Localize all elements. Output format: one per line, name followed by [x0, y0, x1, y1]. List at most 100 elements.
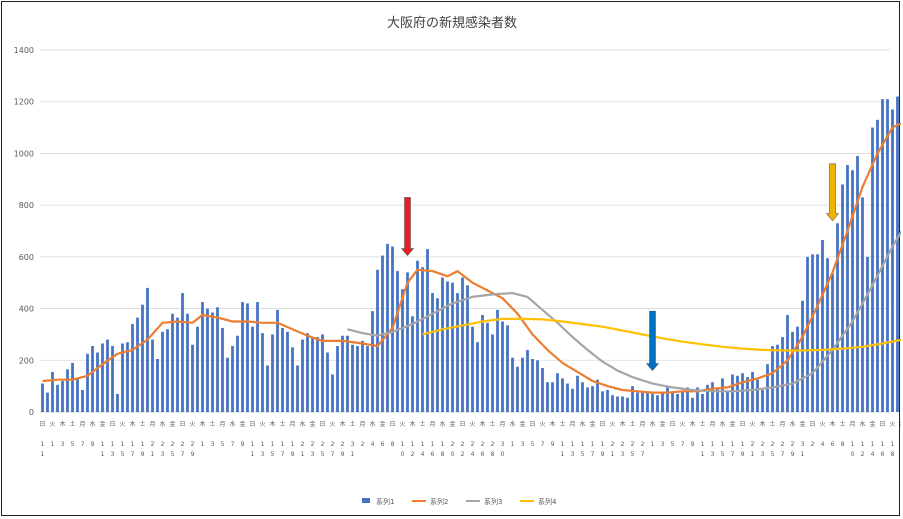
- bar: [651, 393, 654, 412]
- x-tick-weekday: 土: [559, 420, 565, 428]
- x-tick-day: 2: [861, 451, 865, 458]
- x-tick-day: 3: [621, 451, 625, 458]
- x-tick-day: 2: [191, 441, 195, 448]
- x-tick-day: 1: [701, 451, 705, 458]
- x-tick-day: 9: [341, 451, 345, 458]
- x-tick-day: 7: [591, 451, 595, 458]
- x-tick-weekday: 火: [329, 421, 335, 428]
- bar: [891, 109, 894, 412]
- bar: [211, 312, 214, 412]
- x-tick-day: 8: [841, 441, 845, 448]
- bar: [721, 378, 724, 412]
- bar: [296, 365, 299, 412]
- bar: [276, 309, 279, 412]
- x-tick-day: 7: [331, 451, 335, 458]
- x-tick-day: 1: [251, 451, 255, 458]
- x-tick-day: 5: [71, 441, 75, 448]
- x-tick-day: 2: [791, 441, 795, 448]
- x-tick-day: 2: [311, 441, 315, 448]
- x-tick-weekday: 木: [269, 420, 275, 428]
- bar: [291, 347, 294, 412]
- bar: [81, 390, 84, 412]
- x-tick-weekday: 月: [359, 421, 365, 428]
- x-tick-weekday: 金: [169, 420, 175, 428]
- series-4-line: [422, 317, 901, 352]
- x-tick-weekday: 土: [139, 420, 145, 428]
- x-tick-day: 7: [131, 451, 135, 458]
- bar: [586, 387, 589, 412]
- x-tick-day: 5: [121, 451, 125, 458]
- x-tick-day: 9: [691, 441, 695, 448]
- x-tick-weekday: 土: [279, 420, 285, 428]
- bar: [241, 302, 244, 412]
- bar: [646, 392, 649, 412]
- x-tick-weekday: 木: [549, 420, 555, 428]
- x-tick-weekday: 土: [629, 420, 635, 428]
- x-tick-day: 1: [261, 441, 265, 448]
- x-tick-day: 2: [411, 451, 415, 458]
- x-tick-day: 1: [141, 441, 145, 448]
- x-tick-day: 1: [801, 451, 805, 458]
- series-2-line: [42, 121, 901, 394]
- bar: [326, 352, 329, 412]
- bar: [781, 337, 784, 412]
- x-tick-day: 1: [591, 441, 595, 448]
- y-tick-label: 1400: [14, 46, 34, 55]
- x-tick-day: 2: [621, 441, 625, 448]
- bar: [741, 373, 744, 412]
- x-tick-day: 1: [611, 451, 615, 458]
- bar: [76, 378, 79, 412]
- bar: [496, 309, 499, 412]
- bar: [426, 249, 429, 412]
- bar: [56, 384, 59, 412]
- bar: [151, 339, 154, 412]
- x-tick-day: 0: [501, 451, 505, 458]
- bar: [191, 344, 194, 412]
- bar: [606, 390, 609, 412]
- x-tick-day: 9: [91, 441, 95, 448]
- x-tick-weekday: 土: [839, 420, 845, 428]
- x-tick-day: 1: [601, 441, 605, 448]
- x-tick-day: 2: [181, 441, 185, 448]
- x-tick-weekday: 金: [379, 420, 385, 428]
- bar: [576, 375, 579, 412]
- bar: [421, 267, 424, 412]
- x-tick-day: 9: [741, 451, 745, 458]
- x-tick-weekday: 木: [339, 420, 345, 428]
- y-tick-label: 400: [19, 305, 34, 314]
- x-tick-day: 5: [721, 451, 725, 458]
- bar: [536, 360, 539, 412]
- bar: [881, 99, 884, 412]
- bar: [681, 391, 684, 412]
- x-tick-day: 1: [651, 441, 655, 448]
- x-tick-day: 1: [721, 441, 725, 448]
- bar: [616, 396, 619, 412]
- x-tick-weekday: 月: [849, 421, 855, 428]
- x-tick-day: 1: [891, 441, 895, 448]
- bar: [216, 307, 219, 412]
- bar: [746, 377, 749, 412]
- bar: [71, 362, 74, 412]
- bar: [706, 384, 709, 412]
- bar: [186, 313, 189, 412]
- x-tick-weekday: 月: [569, 421, 575, 428]
- bar: [376, 269, 379, 412]
- bar: [591, 386, 594, 412]
- x-tick-day: 1: [201, 441, 205, 448]
- x-tick-weekday: 日: [529, 421, 535, 428]
- legend-label: 系列4: [538, 497, 557, 506]
- bar: [816, 254, 819, 412]
- x-tick-day: 1: [441, 441, 445, 448]
- x-tick-day: 8: [391, 441, 395, 448]
- x-tick-day: 7: [541, 441, 545, 448]
- bar: [231, 346, 234, 412]
- x-tick-day: 1: [51, 441, 55, 448]
- x-tick-day: 9: [191, 451, 195, 458]
- bar: [246, 303, 249, 412]
- x-tick-day: 2: [451, 441, 455, 448]
- bar: [121, 343, 124, 412]
- bar: [346, 335, 349, 412]
- y-tick-label: 0: [29, 408, 34, 417]
- bar: [456, 293, 459, 412]
- bar: [541, 368, 544, 412]
